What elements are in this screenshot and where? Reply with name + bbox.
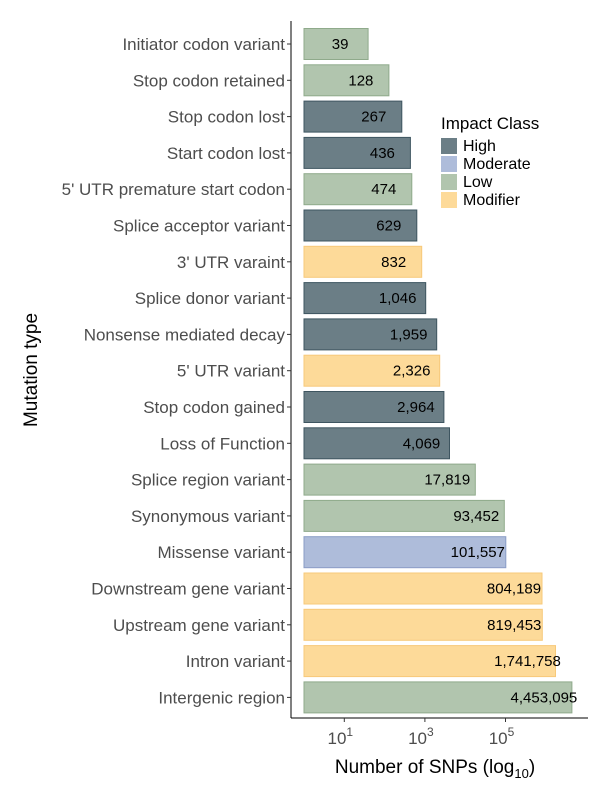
bar-12 bbox=[303, 463, 476, 496]
bar-0 bbox=[303, 28, 369, 60]
bar-2 bbox=[303, 100, 403, 133]
bar-9 bbox=[303, 354, 441, 387]
value-label-1: 128 bbox=[348, 72, 373, 89]
value-label-2: 267 bbox=[361, 109, 386, 126]
bar-10 bbox=[303, 391, 445, 423]
category-label-5: Splice acceptor variant bbox=[113, 217, 285, 236]
legend-swatch-low bbox=[441, 174, 457, 190]
legend-swatch-modifier bbox=[441, 192, 457, 208]
value-labels: 39 128 267 436 474 629 832 1,046 1,959 2,326 2,964… bbox=[332, 36, 578, 706]
bar-4 bbox=[303, 173, 413, 206]
bar-15 bbox=[303, 572, 543, 605]
bar-18 bbox=[303, 681, 573, 714]
legend-swatch-moderate bbox=[441, 156, 457, 172]
bar-8 bbox=[303, 318, 438, 351]
x-tick-label-1: 103 bbox=[408, 725, 434, 748]
value-label-15: 804,189 bbox=[487, 581, 541, 598]
x-axis-title: Number of SNPs (log10) bbox=[335, 757, 535, 781]
category-label-3: Start codon lost bbox=[167, 144, 285, 163]
category-label-18: Intergenic region bbox=[158, 688, 285, 707]
value-label-7: 1,046 bbox=[379, 290, 417, 307]
y-axis-title: Mutation type bbox=[21, 313, 42, 427]
category-label-11: Loss of Function bbox=[160, 434, 285, 453]
bar-14 bbox=[303, 536, 507, 569]
category-label-6: 3' UTR varaint bbox=[177, 253, 285, 272]
y-axis-ticks bbox=[287, 43, 291, 698]
bar-3 bbox=[303, 136, 411, 169]
x-tick-label-2: 105 bbox=[489, 725, 515, 748]
category-label-16: Upstream gene variant bbox=[113, 616, 285, 635]
category-label-14: Missense variant bbox=[157, 543, 285, 562]
category-label-9: 5' UTR variant bbox=[177, 362, 285, 381]
category-label-8: Nonsense mediated decay bbox=[84, 325, 286, 344]
value-label-6: 832 bbox=[381, 254, 406, 271]
value-label-11: 4,069 bbox=[403, 435, 441, 452]
bar-1 bbox=[303, 64, 390, 97]
value-label-12: 17,819 bbox=[424, 472, 470, 489]
legend-swatch-high bbox=[441, 138, 457, 154]
value-label-5: 629 bbox=[376, 218, 401, 235]
legend-label-high: High bbox=[463, 138, 496, 155]
value-label-0: 39 bbox=[332, 36, 349, 53]
category-label-10: Stop codon gained bbox=[143, 398, 285, 417]
category-label-15: Downstream gene variant bbox=[91, 580, 285, 599]
bar-17 bbox=[303, 645, 556, 678]
category-label-17: Intron variant bbox=[186, 652, 285, 671]
category-labels: Initiator codon variant Stop codon retain… bbox=[62, 35, 286, 707]
legend-label-low: Low bbox=[463, 174, 493, 191]
category-label-4: 5' UTR premature start codon bbox=[62, 180, 285, 199]
bar-11 bbox=[303, 427, 450, 460]
value-label-4: 474 bbox=[371, 181, 396, 198]
x-axis-ticks: 101 103 105 bbox=[327, 718, 515, 748]
value-label-8: 1,959 bbox=[390, 326, 428, 343]
legend-label-modifier: Modifier bbox=[463, 192, 521, 209]
category-label-2: Stop codon lost bbox=[168, 108, 285, 127]
value-label-18: 4,453,095 bbox=[511, 689, 578, 706]
bars-layer bbox=[303, 28, 573, 714]
value-label-3: 436 bbox=[370, 145, 395, 162]
category-label-12: Splice region variant bbox=[131, 471, 285, 490]
value-label-13: 93,452 bbox=[453, 508, 499, 525]
bar-5 bbox=[303, 209, 418, 242]
x-tick-label-0: 101 bbox=[327, 725, 353, 748]
bar-7 bbox=[303, 282, 427, 315]
value-label-10: 2,964 bbox=[397, 399, 435, 416]
bar-6 bbox=[303, 245, 423, 278]
category-label-7: Splice donor variant bbox=[135, 289, 286, 308]
value-label-9: 2,326 bbox=[393, 363, 431, 380]
legend-title: Impact Class bbox=[441, 114, 539, 133]
bar-13 bbox=[303, 499, 505, 532]
category-label-0: Initiator codon variant bbox=[122, 35, 285, 54]
value-label-16: 819,453 bbox=[487, 617, 541, 634]
category-label-1: Stop codon retained bbox=[133, 71, 285, 90]
legend-label-moderate: Moderate bbox=[463, 156, 531, 173]
bar-16 bbox=[303, 608, 543, 641]
value-label-17: 1,741,758 bbox=[494, 653, 561, 670]
category-label-13: Synonymous variant bbox=[131, 507, 285, 526]
value-label-14: 101,557 bbox=[451, 544, 505, 561]
